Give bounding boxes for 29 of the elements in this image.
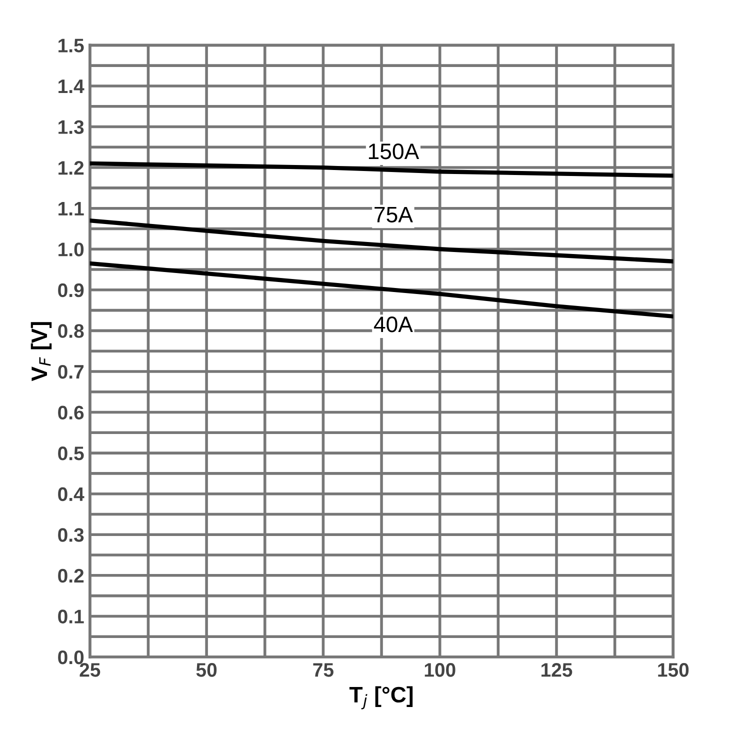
- x-tick-label: 100: [424, 663, 456, 677]
- y-tick-label: 0.6: [58, 406, 84, 420]
- series-label: 40A: [374, 316, 413, 332]
- y-tick-label: 0.1: [58, 610, 84, 624]
- y-tick-label: 0.2: [58, 568, 84, 583]
- y-tick-label: 1.2: [58, 161, 84, 175]
- y-tick-label: 0.9: [58, 283, 84, 298]
- y-tick-label: 1.3: [58, 120, 84, 134]
- y-tick-label: 0.0: [58, 650, 84, 664]
- line-series: [90, 261, 674, 318]
- x-axis-title: T$_{j}$ [°C]: [349, 686, 413, 710]
- y-tick-label: 0.8: [58, 324, 84, 338]
- x-tick-label: 25: [80, 663, 100, 677]
- y-tick-label: 0.4: [58, 487, 84, 502]
- y-tick-label: 0.5: [58, 446, 84, 460]
- x-tick-label: 150: [658, 663, 689, 677]
- y-tick-label: 1.0: [58, 242, 84, 256]
- line-series: [90, 161, 674, 178]
- series-label: 150A: [368, 143, 420, 160]
- x-tick-label: 75: [313, 663, 334, 677]
- x-tick-label: 50: [196, 663, 217, 677]
- y-tick-label: 1.5: [58, 38, 84, 52]
- x-tick-label: 125: [542, 663, 572, 677]
- y-tick-label: 1.4: [58, 80, 84, 94]
- y-tick-label: 0.7: [58, 364, 84, 379]
- series-label: 75A: [374, 206, 413, 222]
- y-axis-title: V$_{F}$ [V]: [30, 322, 52, 382]
- y-tick-label: 0.3: [58, 528, 84, 542]
- y-tick-label: 1.1: [58, 202, 84, 216]
